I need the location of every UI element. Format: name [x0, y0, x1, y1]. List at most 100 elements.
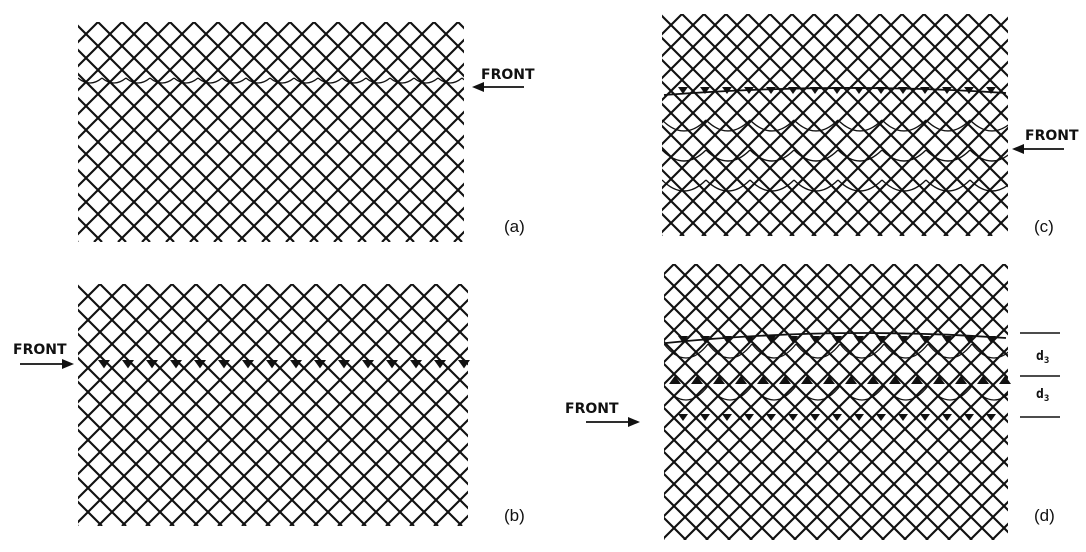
lattice-line: [0, 284, 52, 526]
lattice-line: [761, 264, 1008, 512]
lattice-line: [78, 22, 195, 140]
cusp-mark: [942, 336, 952, 343]
lattice-line: [871, 264, 1008, 402]
lattice-line: [429, 206, 464, 242]
curved-lattice-arc: [78, 77, 464, 84]
lattice-line: [662, 14, 749, 102]
domain-wall: [98, 360, 470, 369]
lattice-line: [0, 284, 76, 526]
lattice-line: [857, 14, 1008, 166]
panel-label: (c): [1034, 217, 1054, 236]
spacing-label-sub: 3: [1044, 356, 1049, 366]
lattice-line: [747, 14, 971, 236]
cusp-mark: [678, 336, 688, 343]
cusp-mark: [823, 375, 835, 384]
lattice-line: [683, 264, 961, 540]
lattice-grid: [438, 14, 1086, 236]
lattice-line: [805, 264, 1008, 468]
lattice-line: [361, 418, 468, 526]
cusp-mark: [691, 375, 703, 384]
lattice-line: [877, 104, 1008, 236]
lattice-line: [739, 264, 1008, 534]
lattice-line: [357, 134, 464, 242]
domain-wall: [665, 332, 1011, 421]
cusp-mark: [832, 414, 842, 421]
cusp-mark: [986, 414, 996, 421]
lattice-line: [78, 284, 197, 404]
lattice-line: [0, 22, 2, 242]
panel-label: (b): [504, 506, 525, 525]
lattice-line: [849, 264, 1008, 424]
lattice-line: [664, 264, 785, 386]
lattice-line: [664, 264, 763, 364]
cusp-mark: [986, 87, 996, 94]
lattice-line: [937, 264, 1008, 336]
lattice-line: [78, 452, 151, 526]
lattice-line: [925, 456, 1008, 540]
lattice-line: [313, 370, 468, 526]
cusp-mark: [766, 87, 776, 94]
cusp-mark: [920, 87, 930, 94]
cusp-mark: [788, 336, 798, 343]
cusp-mark: [722, 87, 732, 94]
lattice-line: [409, 466, 468, 526]
lattice-line: [363, 284, 468, 390]
cusp-mark: [779, 375, 791, 384]
lattice-line: [0, 284, 4, 526]
cusp-mark: [810, 414, 820, 421]
lattice-line: [945, 14, 1008, 78]
lattice-line: [339, 284, 468, 414]
front-label: FRONT: [13, 342, 67, 358]
front-arrow: [586, 417, 640, 427]
cusp-mark: [700, 336, 710, 343]
lattice-line: [78, 356, 247, 526]
lattice-line: [815, 346, 1008, 540]
cusp-mark: [986, 336, 996, 343]
lattice-line: [309, 86, 464, 242]
cusp-mark: [242, 360, 254, 369]
lattice-line: [662, 14, 837, 190]
lattice-line: [241, 298, 468, 526]
lattice-line: [141, 22, 363, 242]
cusp-mark: [434, 360, 446, 369]
lattice-line: [333, 110, 464, 242]
lattice-line: [664, 264, 873, 474]
lattice-line: [813, 14, 1008, 210]
cusp-mark: [832, 87, 842, 94]
lattice-line: [315, 284, 468, 438]
lattice-line: [78, 22, 291, 236]
lattice-line: [266, 264, 542, 540]
lattice-line: [195, 284, 439, 526]
lattice-line: [664, 264, 829, 430]
lattice-line: [769, 14, 993, 236]
lattice-line: [78, 72, 247, 242]
lattice-line: [1056, 14, 1086, 236]
lattice-line: [438, 14, 660, 236]
cusp-mark: [854, 87, 864, 94]
lattice-line: [662, 102, 795, 236]
cusp-mark: [669, 375, 681, 384]
cusp-mark: [218, 360, 230, 369]
cusp-mark: [314, 360, 326, 369]
lattice-line: [387, 284, 468, 366]
cusp-mark: [920, 336, 930, 343]
lattice-line: [681, 14, 905, 236]
lattice-line: [578, 22, 798, 242]
lattice-line: [99, 284, 343, 526]
lattice-line: [147, 284, 391, 526]
lattice-line: [943, 170, 1008, 236]
lattice-line: [78, 404, 199, 526]
lattice-line: [725, 14, 949, 236]
lattice-line: [78, 22, 243, 188]
lattice-line: [189, 22, 411, 242]
lattice-line: [171, 284, 415, 526]
lattice-line: [506, 22, 726, 242]
lattice-line: [1026, 264, 1086, 540]
lattice-line: [789, 16, 1008, 236]
lattice-line: [662, 146, 751, 236]
lattice-line: [267, 284, 468, 486]
lattice-line: [78, 476, 127, 526]
cusp-mark: [832, 336, 842, 343]
lattice-line: [385, 442, 468, 526]
lattice-line: [662, 14, 793, 146]
